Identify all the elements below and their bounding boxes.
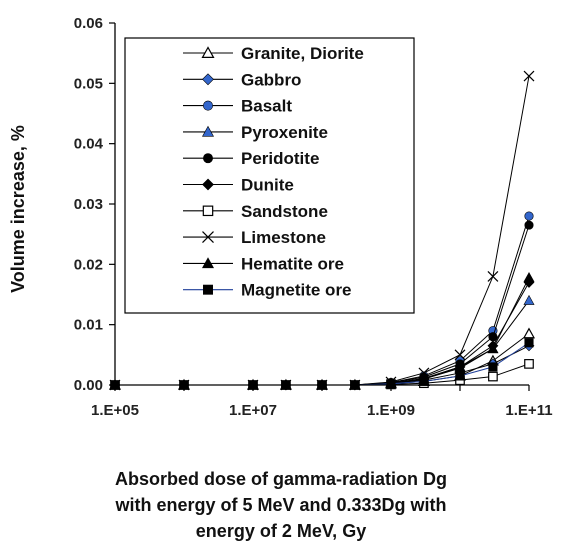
circle-marker <box>203 153 213 164</box>
legend-label: Pyroxenite <box>241 123 328 142</box>
square-open-marker <box>202 205 214 217</box>
series-magnetite-ore <box>110 338 534 390</box>
triangle-marker <box>487 343 499 354</box>
y-tick-label: 0.00 <box>74 377 103 394</box>
legend-label: Gabbro <box>241 70 301 89</box>
y-tick-label: 0.02 <box>74 256 103 273</box>
legend-label: Dunite <box>241 176 294 195</box>
legend: Granite, Diorite Gabbro Basalt Pyroxenite Pe… <box>124 37 415 314</box>
square-open-marker <box>524 359 534 369</box>
legend-item: Limestone <box>183 228 326 247</box>
triangle-open-marker <box>522 327 536 339</box>
y-tick-label: 0.01 <box>74 317 103 334</box>
square-marker <box>524 338 534 348</box>
circle-marker <box>524 220 534 230</box>
legend-label: Granite, Diorite <box>241 44 364 63</box>
legend-label: Limestone <box>241 228 326 247</box>
legend-item: Magnetite ore <box>183 281 352 300</box>
legend-item: Gabbro <box>183 70 301 89</box>
triangle-marker <box>201 125 215 137</box>
y-axis-label: Volume increase, % <box>8 125 28 293</box>
square-marker <box>455 371 465 381</box>
legend-label: Hematite ore <box>241 254 344 273</box>
x-marker <box>202 231 214 244</box>
triangle-open-marker <box>201 46 215 59</box>
square-marker <box>488 362 498 372</box>
chart: 0.00 0.01 0.02 0.03 0.04 0.05 0.06 1.E+05 1.E+07… <box>8 15 553 419</box>
y-tick-label: 0.05 <box>74 75 103 92</box>
legend-label: Basalt <box>241 97 292 116</box>
series-line <box>115 333 530 386</box>
x-tick-label: 1.E+07 <box>229 402 277 419</box>
diamond-marker <box>202 178 214 191</box>
x-tick-label: 1.E+09 <box>367 402 415 419</box>
legend-item: Basalt <box>183 97 292 116</box>
triangle-marker <box>523 294 535 305</box>
square-open-marker <box>488 371 498 382</box>
y-tick-label: 0.06 <box>74 15 103 32</box>
circle-marker <box>524 211 534 221</box>
y-tick-label: 0.04 <box>74 136 104 153</box>
legend-item: Pyroxenite <box>183 123 328 142</box>
y-tick-label: 0.03 <box>74 196 103 213</box>
x-tick-label: 1.E+05 <box>91 402 139 419</box>
x-marker <box>418 367 430 379</box>
legend-label: Sandstone <box>241 202 328 221</box>
legend-item: Dunite <box>183 176 294 195</box>
circle-marker <box>203 100 213 111</box>
legend-item: Peridotite <box>183 149 319 168</box>
x-axis-label-line-1: Absorbed dose of gamma-radiation Dg <box>114 469 448 489</box>
square-marker <box>203 284 213 295</box>
x-axis-label: Absorbed dose of gamma-radiation Dg with… <box>0 466 562 544</box>
x-axis-label-line-3: energy of 2 MeV, Gy <box>195 521 367 541</box>
legend-item: Sandstone <box>183 202 328 221</box>
triangle-marker <box>201 257 215 269</box>
x-tick-label: 1.E+11 <box>505 402 552 419</box>
legend-label: Peridotite <box>241 149 319 168</box>
legend-item: Granite, Diorite <box>183 44 364 63</box>
legend-label: Magnetite ore <box>241 281 352 300</box>
legend-box <box>124 37 415 314</box>
legend-item: Hematite ore <box>183 254 344 273</box>
triangle-marker <box>523 271 535 282</box>
x-marker <box>487 270 499 282</box>
x-axis-label-line-2: with energy of 5 MeV and 0.333Dg with <box>115 495 447 515</box>
x-marker <box>454 349 466 361</box>
diamond-marker <box>202 73 214 86</box>
x-marker <box>523 70 535 82</box>
